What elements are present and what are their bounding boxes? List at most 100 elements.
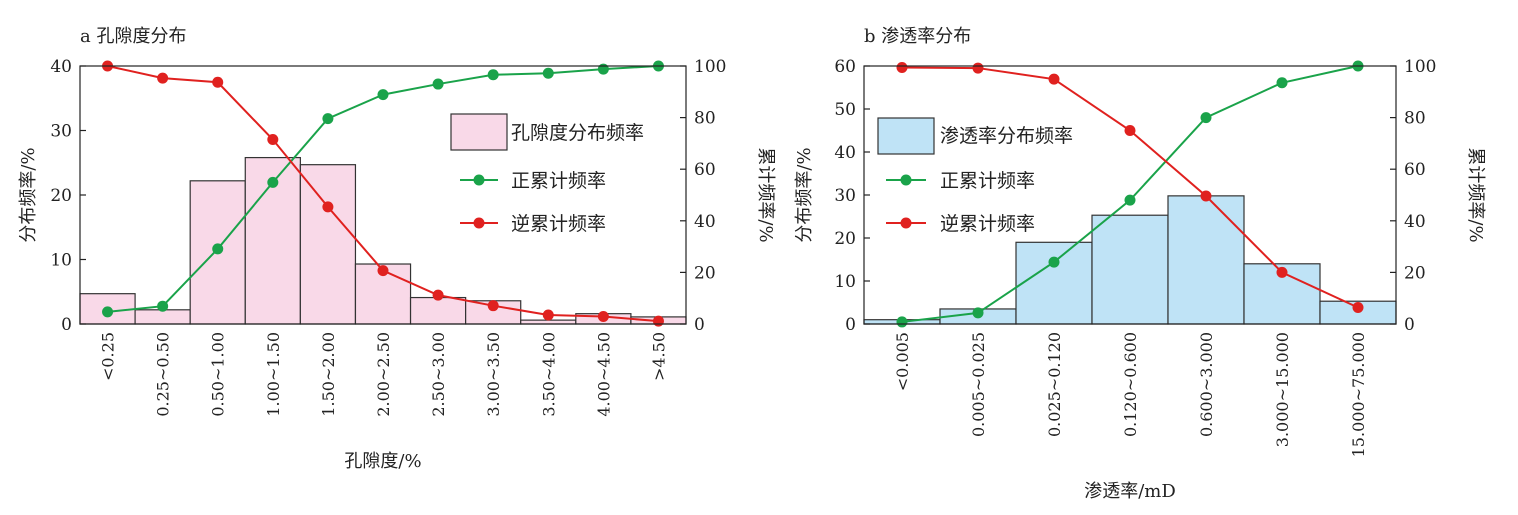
panel-b-y-axis-title: 分布频率/% [794,147,815,242]
category-label: 3.00~3.50 [484,332,503,417]
point-down [157,72,169,84]
bar [299,164,357,325]
legend-up-marker [473,174,485,186]
category-label: 0.120~0.600 [1121,332,1140,437]
point-up [432,78,444,90]
panel-b-x-axis-title: 渗透率/mD [1084,481,1176,502]
y2-tick-label: 40 [1404,212,1426,232]
category-label: <0.25 [99,332,118,381]
y-tick-label: 60 [834,57,856,77]
point-down [597,311,609,323]
y2-tick-label: 60 [694,160,716,180]
category-label: <0.005 [893,332,912,391]
y2-tick-label: 40 [694,212,716,232]
category-label: 15.000~75.000 [1349,332,1368,457]
y-tick-label: 0 [845,315,856,335]
point-up [1276,77,1288,89]
bar [1167,195,1245,325]
point-down [542,309,554,321]
point-down [652,315,664,327]
legend-down-label: 逆累计频率 [940,213,1035,235]
panel-a-x-axis-title: 孔隙度/% [344,451,421,472]
bar [134,309,191,325]
y2-tick-label: 80 [694,109,716,129]
y2-tick-label: 0 [694,315,705,335]
panel-b-title: b 渗透率分布 [864,26,971,47]
point-down [487,300,499,312]
y2-tick-label: 20 [1404,263,1426,283]
legend-down-marker [473,217,485,229]
point-up [212,243,224,255]
point-down [1276,266,1288,278]
legend-bar-label: 渗透率分布频率 [940,125,1073,147]
bar [409,296,467,325]
point-up [1124,194,1136,206]
category-label: >4.50 [649,332,668,381]
point-up [322,113,334,125]
category-label: 0.25~0.50 [154,332,173,417]
y2-tick-label: 100 [694,57,726,77]
point-down [212,76,224,88]
point-down [1048,73,1060,85]
panel-a-title: a 孔隙度分布 [80,26,186,47]
point-down [896,62,908,74]
legend-up-label: 正累计频率 [511,170,606,192]
panel-a-points [102,60,664,327]
category-label: 2.50~3.00 [429,332,448,417]
y-tick-label: 50 [834,100,856,120]
y-tick-label: 30 [834,186,856,206]
panel-a-category-labels: <0.25 0.25~0.50 0.50~1.00 1.00~1.50 1.50~2.0… [99,332,669,417]
point-down [1352,301,1364,313]
y-tick-label: 0 [61,315,72,335]
category-label: 3.000~15.000 [1273,332,1292,447]
panel-a-legend: 孔隙度分布频率 正累计频率 逆累计频率 [450,113,644,235]
category-label: 3.50~4.00 [539,332,558,417]
panel-a-ticks: 0 10 20 30 40 0 20 40 60 80 100 [50,57,726,335]
point-up [972,307,984,319]
legend-bar-swatch [450,113,508,151]
category-label: 2.00~2.50 [374,332,393,417]
point-up [1200,112,1212,124]
category-label: 4.00~4.50 [594,332,613,417]
point-up [487,69,499,81]
y2-tick-label: 100 [1404,57,1436,77]
legend-up-label: 正累计频率 [940,170,1035,192]
category-label: 1.50~2.00 [319,332,338,417]
point-up [377,89,389,101]
y-tick-label: 10 [50,251,72,271]
point-up [1048,256,1060,268]
panel-b-points [896,60,1364,328]
panel-permeability: b 渗透率分布 0 10 20 30 40 50 60 0 20 40 60 80 100 <0.005… [794,26,1486,502]
y-tick-label: 10 [834,272,856,292]
panel-b-category-labels: <0.005 0.005~0.025 0.025~0.120 0.120~0.600 0… [893,332,1368,457]
category-label: 1.00~1.50 [264,332,283,417]
point-down [432,289,444,301]
y2-tick-label: 80 [1404,109,1426,129]
y2-tick-label: 0 [1404,315,1415,335]
legend-bar-label: 孔隙度分布频率 [511,122,644,144]
legend-bar-swatch [877,117,935,155]
category-label: 0.005~0.025 [969,332,988,437]
point-up [542,67,554,79]
y-tick-label: 40 [834,143,856,163]
y-tick-label: 40 [50,57,72,77]
point-up [157,300,169,312]
panel-porosity: a 孔隙度分布 0 10 20 30 40 0 20 40 60 80 100 <0.25 0.25~… [18,26,776,472]
category-label: 0.50~1.00 [209,332,228,417]
y2-tick-label: 60 [1404,160,1426,180]
panel-b-ticks: 0 10 20 30 40 50 60 0 20 40 60 80 100 [834,57,1436,335]
bar [1091,214,1169,325]
point-down [1124,125,1136,136]
point-down [972,62,984,74]
bar [1015,241,1093,325]
legend-down-marker [900,217,912,229]
point-up [267,176,279,188]
point-up [896,316,908,328]
y-tick-label: 20 [50,186,72,206]
panel-b-legend: 渗透率分布频率 正累计频率 逆累计频率 [877,117,1073,235]
point-up [102,306,114,318]
panel-a-y2-axis-title: 累计频率/% [755,147,776,242]
point-down [377,265,389,277]
category-label: 0.600~3.000 [1197,332,1216,437]
